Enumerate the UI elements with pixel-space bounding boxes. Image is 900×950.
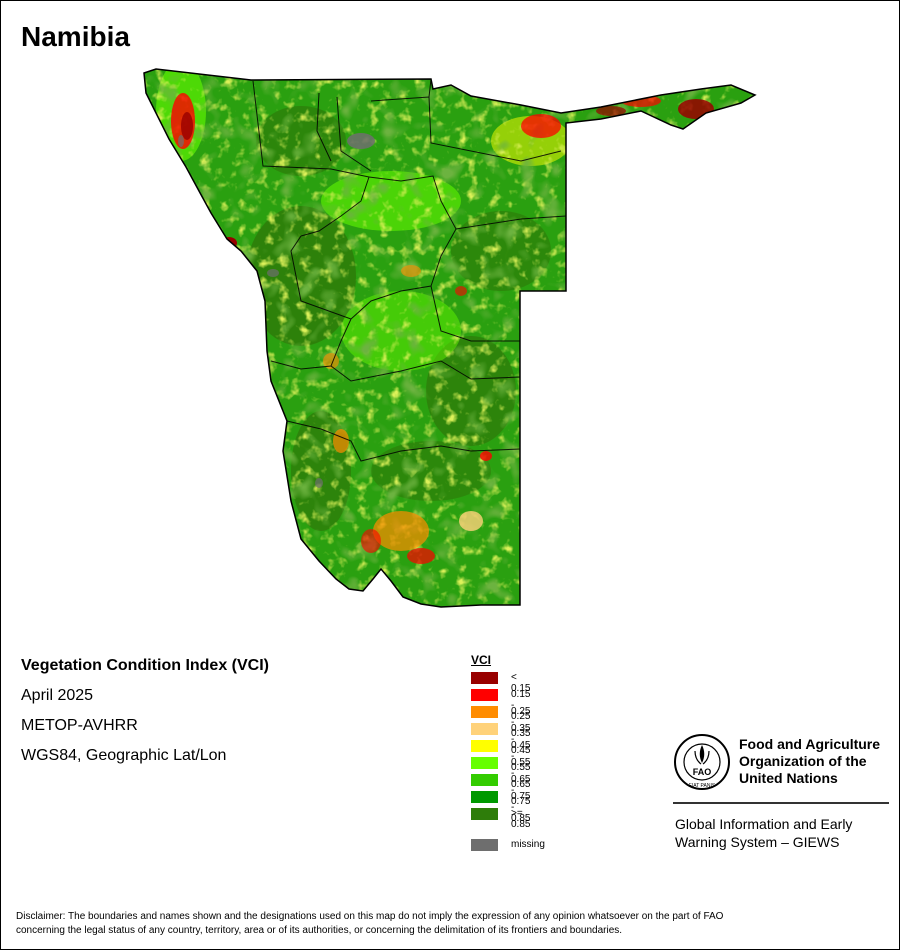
fao-name: Food and Agriculture Organization of the…: [739, 736, 880, 787]
legend-swatch: [471, 672, 498, 684]
map-date: April 2025: [21, 687, 94, 704]
disclaimer: Disclaimer: The boundaries and names sho…: [16, 910, 886, 938]
fao-logo-icon: FAO FIAT PANIS: [674, 734, 730, 790]
legend-swatch: [471, 757, 498, 769]
legend-label: missing: [511, 839, 545, 850]
legend-swatch: [471, 774, 498, 786]
legend-swatch: [471, 808, 498, 820]
legend-item-missing: missing: [471, 838, 545, 855]
legend-item: 0.35 - 0.45: [471, 722, 530, 756]
namibia-shape: [143, 68, 757, 608]
legend-item: < 0.15: [471, 671, 530, 694]
legend-label: 0.65 - 0.75: [511, 774, 531, 807]
region-boundaries: [252, 78, 567, 462]
vci-map: [143, 68, 757, 608]
fao-name-line: United Nations: [739, 770, 838, 786]
legend-swatch: [471, 740, 498, 752]
map-info: Vegetation Condition Index (VCI) April 2…: [21, 657, 269, 777]
legend-swatch: [471, 706, 498, 718]
legend-label: >= 0.85: [511, 808, 531, 830]
giews-line: Global Information and Early: [675, 816, 853, 832]
legend-item: >= 0.85: [471, 807, 530, 830]
index-title: Vegetation Condition Index (VCI): [21, 657, 269, 674]
legend-item: 0.75 - 0.85: [471, 790, 530, 824]
fao-logo-motto: FIAT PANIS: [689, 783, 716, 789]
giews-name: Global Information and Early Warning Sys…: [675, 815, 852, 851]
legend-label: < 0.15: [511, 672, 531, 694]
fao-logo-letters: FAO: [693, 767, 712, 777]
disclaimer-line: concerning the legal status of any count…: [16, 925, 623, 936]
legend-item: 0.25 - 0.35: [471, 705, 530, 739]
legend-swatch: [471, 723, 498, 735]
legend-item: 0.55 - 0.65: [471, 756, 530, 790]
legend-label: 0.55 - 0.65: [511, 757, 531, 790]
sensor-name: METOP-AVHRR: [21, 717, 138, 734]
legend-swatch: [471, 791, 498, 803]
legend-item: 0.45 - 0.55: [471, 739, 530, 773]
map-title: Namibia: [21, 21, 130, 52]
legend-label: 0.35 - 0.45: [511, 723, 531, 756]
legend-label: 0.25 - 0.35: [511, 706, 531, 739]
legend-swatch: [471, 839, 498, 851]
fao-name-line: Organization of the: [739, 753, 867, 769]
legend-item: 0.15 - 0.25: [471, 688, 530, 722]
legend-label: 0.45 - 0.55: [511, 740, 531, 773]
legend-heading: VCI: [471, 653, 492, 667]
legend-label: 0.15 - 0.25: [511, 689, 531, 722]
vci-legend: VCI < 0.15 0.15 - 0.25 0.25 - 0.35 0.35 …: [471, 653, 545, 855]
disclaimer-line: Disclaimer: The boundaries and names sho…: [16, 911, 724, 922]
legend-label: 0.75 - 0.85: [511, 791, 531, 824]
fao-name-line: Food and Agriculture: [739, 736, 881, 752]
giews-line: Warning System – GIEWS: [675, 834, 840, 850]
projection-info: WGS84, Geographic Lat/Lon: [21, 747, 227, 764]
divider: [673, 802, 889, 804]
legend-swatch: [471, 689, 498, 701]
legend-item: 0.65 - 0.75: [471, 773, 530, 807]
